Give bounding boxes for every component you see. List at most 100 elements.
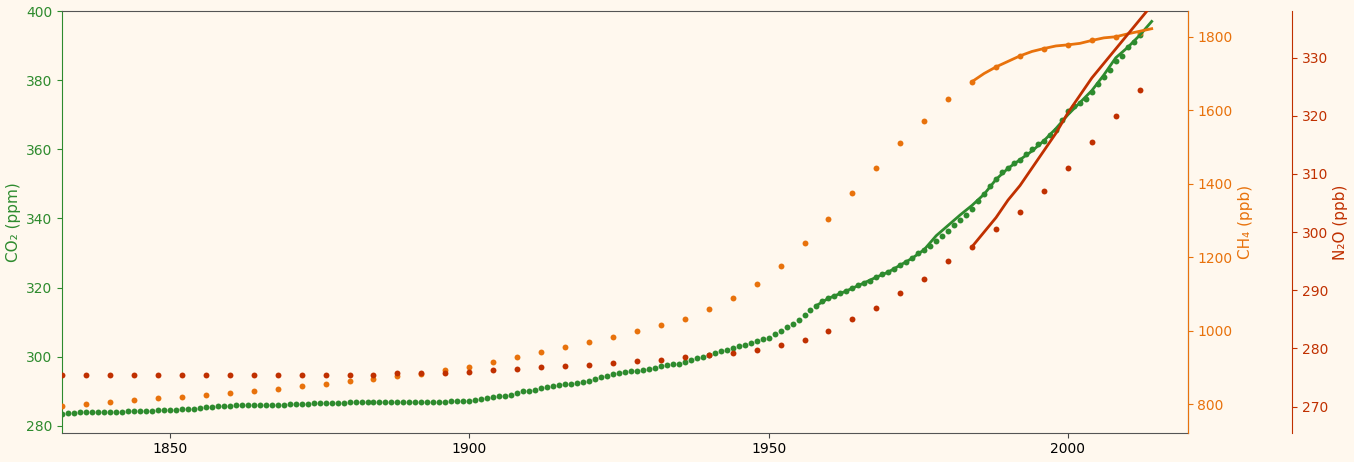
Point: [410, 370, 432, 377]
Point: [716, 346, 738, 353]
Point: [351, 398, 372, 405]
Point: [118, 407, 139, 415]
Point: [267, 385, 288, 392]
Point: [76, 401, 97, 408]
Y-axis label: CO₂ (ppm): CO₂ (ppm): [5, 182, 20, 262]
Point: [818, 215, 839, 222]
Point: [1028, 140, 1049, 148]
Point: [291, 383, 313, 390]
Point: [1021, 146, 1043, 153]
Point: [961, 78, 983, 85]
Point: [674, 315, 696, 322]
Point: [99, 399, 121, 406]
Point: [213, 402, 234, 410]
Point: [650, 356, 672, 364]
Point: [249, 401, 271, 409]
Point: [195, 371, 217, 378]
Point: [1009, 52, 1030, 60]
Point: [494, 392, 516, 400]
Point: [793, 239, 815, 247]
Point: [345, 399, 367, 406]
Point: [769, 262, 791, 270]
Point: [746, 337, 768, 345]
Point: [692, 353, 714, 360]
Point: [1122, 38, 1144, 46]
Point: [531, 384, 552, 391]
Point: [148, 395, 169, 402]
Point: [734, 341, 756, 348]
Point: [338, 377, 360, 385]
Point: [422, 398, 444, 405]
Point: [477, 395, 498, 402]
Point: [830, 290, 852, 297]
Point: [919, 243, 941, 250]
Point: [800, 306, 822, 314]
Point: [872, 271, 894, 278]
Point: [937, 227, 959, 234]
Point: [1057, 108, 1079, 115]
Point: [531, 348, 552, 356]
Point: [746, 280, 768, 287]
Point: [207, 403, 229, 410]
Point: [944, 222, 965, 229]
Point: [890, 139, 911, 146]
Point: [123, 371, 145, 378]
Point: [470, 395, 492, 402]
Point: [949, 217, 971, 224]
Point: [160, 406, 181, 413]
Point: [482, 367, 504, 374]
Point: [728, 343, 750, 350]
Point: [1033, 45, 1055, 52]
Point: [326, 399, 348, 407]
Point: [1129, 30, 1151, 37]
Point: [267, 401, 288, 409]
Point: [848, 281, 869, 289]
Point: [638, 365, 659, 372]
Point: [489, 393, 510, 400]
Point: [769, 342, 791, 349]
Point: [1033, 188, 1055, 195]
Point: [81, 408, 103, 416]
Point: [1016, 151, 1037, 158]
Point: [232, 401, 253, 409]
Point: [387, 372, 409, 380]
Point: [410, 369, 432, 377]
Point: [811, 298, 833, 305]
Point: [781, 320, 803, 328]
Point: [106, 408, 127, 415]
Point: [764, 330, 785, 338]
Point: [363, 398, 385, 405]
Point: [1087, 80, 1109, 87]
Point: [190, 404, 211, 412]
Point: [645, 364, 666, 371]
Point: [393, 398, 414, 405]
Point: [991, 168, 1013, 176]
Point: [165, 406, 187, 413]
Point: [776, 323, 798, 331]
Point: [722, 344, 743, 352]
Point: [363, 371, 385, 378]
Point: [135, 407, 157, 414]
Point: [890, 261, 911, 269]
Point: [751, 336, 773, 343]
Point: [686, 355, 708, 362]
Point: [680, 357, 701, 364]
Point: [608, 370, 630, 377]
Point: [242, 401, 264, 409]
Point: [338, 399, 360, 406]
Point: [387, 369, 409, 377]
Point: [883, 265, 904, 272]
Point: [447, 397, 468, 405]
Point: [704, 350, 726, 357]
Point: [410, 398, 432, 405]
Point: [153, 407, 175, 414]
Point: [1105, 112, 1127, 120]
Point: [937, 96, 959, 103]
Point: [76, 371, 97, 378]
Point: [309, 400, 330, 407]
Point: [1063, 103, 1085, 110]
Point: [835, 287, 857, 295]
Point: [793, 336, 815, 343]
Point: [171, 371, 192, 378]
Y-axis label: N₂O (ppb): N₂O (ppb): [1334, 184, 1349, 260]
